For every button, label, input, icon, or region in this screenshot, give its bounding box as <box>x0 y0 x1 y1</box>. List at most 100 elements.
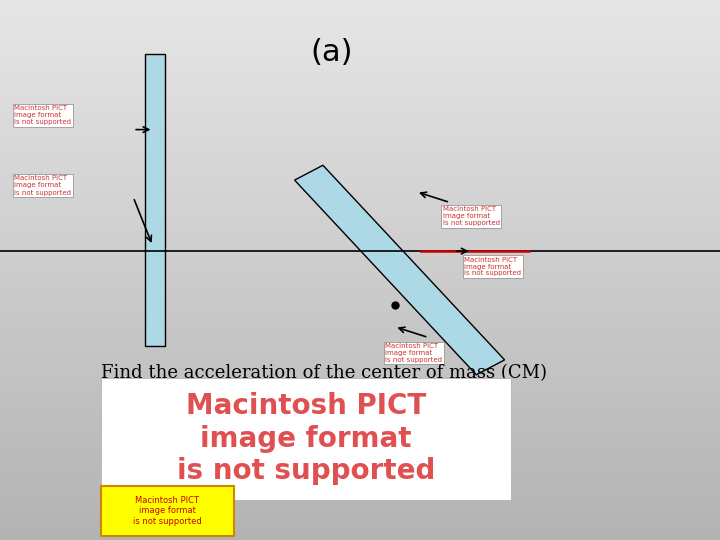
Bar <box>0 135 720 139</box>
Bar <box>0 90 720 94</box>
Bar <box>0 189 720 193</box>
Bar <box>0 369 720 374</box>
Bar <box>0 423 720 428</box>
Bar <box>101 378 511 500</box>
Bar <box>0 436 720 441</box>
Bar <box>0 234 720 239</box>
Bar <box>0 500 720 504</box>
Text: Macintosh PICT
image format
is not supported: Macintosh PICT image format is not suppo… <box>14 176 71 195</box>
Bar <box>0 333 720 338</box>
Bar <box>0 284 720 288</box>
Bar <box>0 36 720 40</box>
Bar <box>0 490 720 495</box>
Bar <box>0 50 720 54</box>
Bar <box>0 126 720 131</box>
Bar <box>0 418 720 423</box>
Bar <box>0 355 720 360</box>
Bar <box>0 446 720 450</box>
Bar <box>0 347 720 351</box>
Bar <box>0 306 720 310</box>
Bar <box>0 207 720 212</box>
Bar <box>0 94 720 99</box>
Bar <box>0 378 720 382</box>
Bar <box>0 99 720 104</box>
Bar <box>0 112 720 117</box>
Bar <box>0 212 720 216</box>
Bar <box>0 382 720 387</box>
Bar <box>0 176 720 180</box>
Bar <box>0 162 720 166</box>
Bar <box>0 122 720 126</box>
Bar <box>0 338 720 342</box>
Bar <box>0 531 720 536</box>
Bar <box>0 4 720 9</box>
Bar <box>0 495 720 500</box>
Bar <box>0 23 720 27</box>
Bar <box>0 230 720 234</box>
Bar <box>0 85 720 90</box>
Bar <box>0 108 720 112</box>
Bar <box>0 522 720 526</box>
Bar <box>0 428 720 432</box>
Bar <box>0 509 720 513</box>
Bar <box>0 180 720 185</box>
Text: Macintosh PICT
image format
is not supported: Macintosh PICT image format is not suppo… <box>177 393 435 485</box>
Bar <box>0 27 720 31</box>
Text: (a): (a) <box>310 38 353 67</box>
Bar <box>0 266 720 270</box>
Bar <box>0 472 720 477</box>
Bar <box>0 482 720 486</box>
Bar <box>0 526 720 531</box>
Bar <box>0 220 720 225</box>
Bar <box>0 247 720 252</box>
Bar <box>0 324 720 328</box>
Bar <box>0 54 720 58</box>
Bar <box>0 198 720 202</box>
Bar <box>0 536 720 540</box>
Bar <box>0 364 720 369</box>
Bar <box>0 405 720 409</box>
Text: Macintosh PICT
image format
is not supported: Macintosh PICT image format is not suppo… <box>133 496 202 526</box>
Bar <box>0 310 720 315</box>
Bar <box>0 468 720 472</box>
Bar <box>0 139 720 144</box>
Bar <box>0 202 720 207</box>
Bar <box>0 517 720 522</box>
Bar <box>101 486 234 536</box>
Bar <box>0 158 720 162</box>
Bar <box>0 166 720 171</box>
Bar <box>0 293 720 297</box>
Bar <box>0 185 720 189</box>
Bar <box>0 328 720 333</box>
Bar <box>0 81 720 85</box>
Bar <box>0 463 720 468</box>
Bar <box>0 351 720 355</box>
Bar <box>0 270 720 274</box>
Bar <box>0 387 720 392</box>
Bar <box>0 414 720 418</box>
Bar <box>0 9 720 14</box>
Text: Macintosh PICT
image format
is not supported: Macintosh PICT image format is not suppo… <box>464 256 521 276</box>
Bar <box>0 288 720 293</box>
Bar <box>0 58 720 63</box>
Bar <box>0 504 720 509</box>
Bar <box>0 148 720 153</box>
Bar <box>0 261 720 266</box>
Bar <box>0 297 720 301</box>
Bar <box>0 450 720 455</box>
Bar <box>0 40 720 45</box>
Bar <box>145 54 165 346</box>
Bar <box>0 374 720 378</box>
Bar <box>0 0 720 4</box>
Bar <box>0 243 720 247</box>
Bar <box>0 117 720 122</box>
Bar <box>0 342 720 347</box>
Bar <box>0 131 720 135</box>
Bar <box>0 256 720 261</box>
Bar <box>0 193 720 198</box>
Bar <box>0 72 720 77</box>
Bar <box>0 252 720 256</box>
Bar <box>0 360 720 364</box>
Bar <box>0 225 720 229</box>
Text: Macintosh PICT
image format
is not supported: Macintosh PICT image format is not suppo… <box>14 105 71 125</box>
